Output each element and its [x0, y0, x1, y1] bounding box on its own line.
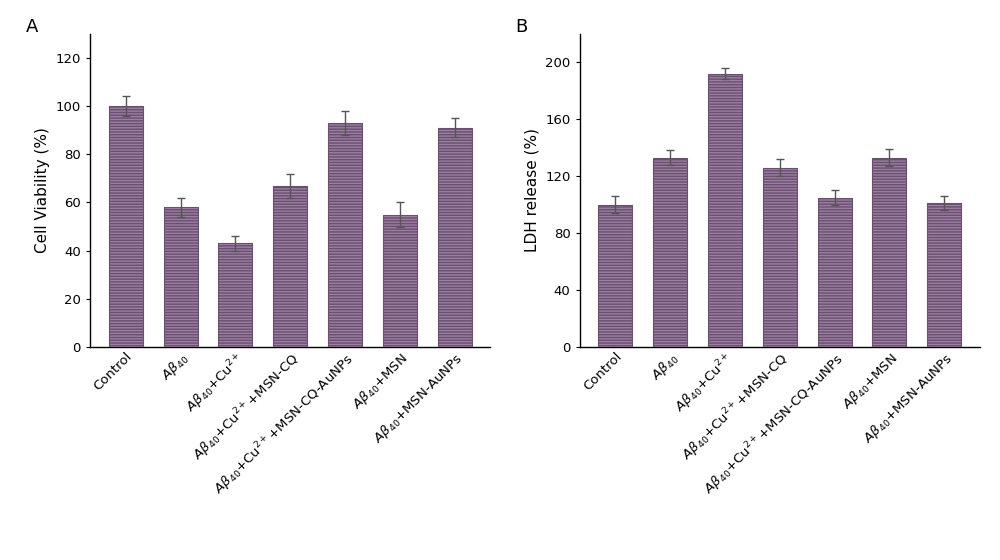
Y-axis label: Cell Viability (%): Cell Viability (%) [35, 128, 50, 253]
Bar [273, 185, 307, 347]
Text: B: B [515, 18, 528, 36]
Bar [872, 157, 906, 347]
Bar [653, 157, 687, 347]
Bar [328, 123, 362, 347]
Bar [818, 198, 852, 347]
Bar [218, 244, 252, 347]
Bar [708, 73, 742, 347]
Y-axis label: LDH release (%): LDH release (%) [525, 128, 540, 253]
Bar [598, 204, 632, 347]
Bar [383, 214, 417, 347]
Bar [927, 203, 961, 347]
Bar [109, 106, 143, 347]
Bar [164, 207, 198, 347]
Bar [438, 128, 472, 347]
Bar [763, 167, 797, 347]
Text: A: A [26, 18, 38, 36]
